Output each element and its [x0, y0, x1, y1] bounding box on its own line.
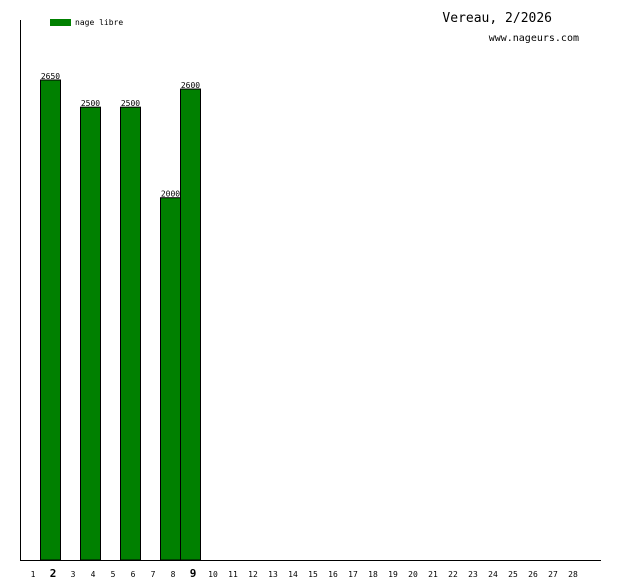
- x-tick-label: 20: [408, 570, 418, 579]
- x-tick-labels: 1 2 3 4 5 6 7 8 9 10 11 12 13 14 15 16 17 18 19 20 21 22 23 24 2…: [31, 567, 578, 580]
- bar-day-8: [160, 197, 181, 561]
- x-tick-label: 27: [548, 570, 558, 579]
- bar-day-4: [80, 106, 101, 561]
- x-tick-label: 12: [248, 570, 258, 579]
- x-tick-label: 6: [131, 570, 136, 579]
- x-tick-label: 15: [308, 570, 318, 579]
- bar-value-label: 2000: [161, 190, 180, 199]
- bar-day-2: [40, 79, 61, 561]
- x-tick-label: 14: [288, 570, 298, 579]
- legend-swatch: [50, 19, 71, 26]
- x-tick-label: 11: [228, 570, 238, 579]
- x-tick-label: 7: [151, 570, 156, 579]
- bars: [40, 79, 201, 561]
- legend: nage libre: [50, 18, 123, 27]
- x-tick-label: 9: [190, 567, 197, 580]
- x-tick-label: 1: [31, 570, 36, 579]
- x-tick-label: 16: [328, 570, 338, 579]
- chart-title: Vereau, 2/2026: [442, 11, 552, 26]
- x-tick-label: 25: [508, 570, 518, 579]
- x-tick-label: 26: [528, 570, 538, 579]
- x-tick-label: 28: [568, 570, 578, 579]
- x-tick-label: 13: [268, 570, 278, 579]
- x-tick-label: 4: [91, 570, 96, 579]
- x-tick-label: 21: [428, 570, 438, 579]
- site-url: www.nageurs.com: [489, 33, 579, 44]
- x-tick-label: 22: [448, 570, 458, 579]
- bar-day-9: [180, 88, 201, 561]
- x-tick-label: 10: [208, 570, 218, 579]
- x-tick-label: 8: [171, 570, 176, 579]
- x-tick-label: 2: [50, 567, 57, 580]
- bar-value-label: 2500: [121, 99, 140, 108]
- x-tick-label: 5: [111, 570, 116, 579]
- bar-value-label: 2650: [41, 72, 60, 81]
- bar-value-label: 2500: [81, 99, 100, 108]
- x-tick-label: 18: [368, 570, 378, 579]
- x-tick-label: 24: [488, 570, 498, 579]
- x-tick-label: 19: [388, 570, 398, 579]
- bar-day-6: [120, 106, 141, 561]
- bar-value-label: 2600: [181, 81, 200, 90]
- x-tick-label: 3: [71, 570, 76, 579]
- bar-labels: 2650 2500 2500 2000 2600: [41, 72, 200, 199]
- x-tick-label: 23: [468, 570, 478, 579]
- legend-label: nage libre: [75, 18, 123, 27]
- x-tick-label: 17: [348, 570, 358, 579]
